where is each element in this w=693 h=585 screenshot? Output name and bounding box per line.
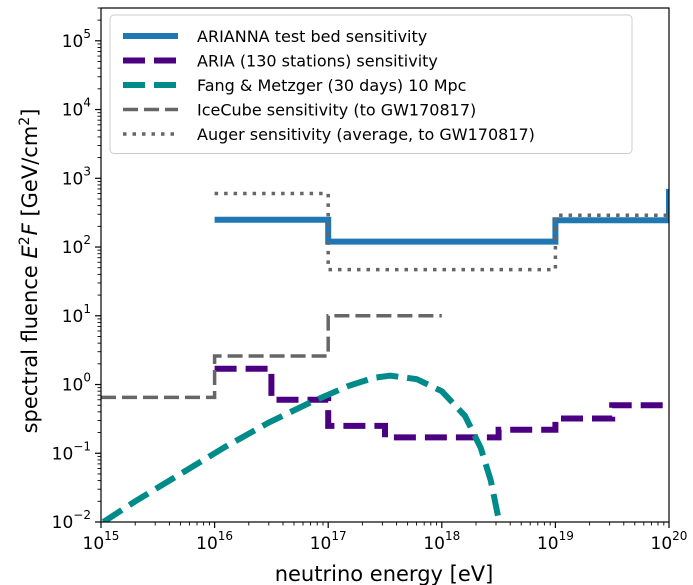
y-axis-label-prefix: spectral fluence [18,259,42,434]
x-tick-label: 1018 [423,529,460,554]
y-tick-label: 102 [62,233,91,258]
legend-label-fang-metzger-30-days-10-mpc: Fang & Metzger (30 days) 10 Mpc [197,76,466,95]
x-tick-label: 1019 [537,529,574,554]
series-line-icecube-sensitivity-to-gw170817 [101,314,442,400]
y-axis-label-var-f: F [18,222,42,235]
y-tick-label: 101 [62,302,91,327]
legend-label-arianna-test-bed-sensitivity: ARIANNA test bed sensitivity [197,27,427,46]
y-tick-label: 10−1 [52,439,91,464]
axes: 1015 1016 1017 1018 1019 1020 10−2 10−1 100 101 10… [52,7,688,554]
y-axis-label-unit: [GeV/cm [18,126,42,224]
y-axis-label-var-e: E [18,245,42,259]
y-tick-label: 10−2 [52,508,91,533]
y-axis-label-sup-2: 2 [17,236,33,245]
x-tick-label: 1020 [651,529,688,554]
x-tick-label: 1015 [83,529,120,554]
y-tick-label: 104 [62,96,91,121]
legend-box [109,14,633,154]
legend-label-icecube-sensitivity-to-gw170817: IceCube sensitivity (to GW170817) [197,101,476,120]
x-axis-label: neutrino energy [eV] [275,562,494,585]
series-line-arianna-test-bed-sensitivity [214,188,669,245]
plot-area [101,188,669,522]
y-tick-label: 103 [62,164,91,189]
legend-label-auger-sensitivity-average-to-gw170817: Auger sensitivity (average, to GW170817) [197,125,535,144]
legend: ARIANNA test bed sensitivity ARIA (130 st… [109,14,633,154]
series-line-fang-metzger-30-days-10-mpc [101,372,503,522]
y-axis-label: spectral fluence E2F [GeV/cm2] [17,109,42,434]
y-tick-label: 100 [62,371,91,396]
x-tick-label: 1017 [310,529,347,554]
plot-frame [100,7,670,523]
y-axis-label-unit-close: ] [18,109,42,117]
x-tick-label: 1016 [196,529,233,554]
legend-label-aria-130-stations-sensitivity: ARIA (130 stations) sensitivity [197,52,438,71]
y-tick-label: 105 [62,27,91,52]
y-axis-label-unit-sup: 2 [17,117,33,126]
series-line-auger-sensitivity-average-to-gw170817 [214,191,669,272]
series-line-aria-130-stations-sensitivity [214,365,669,441]
